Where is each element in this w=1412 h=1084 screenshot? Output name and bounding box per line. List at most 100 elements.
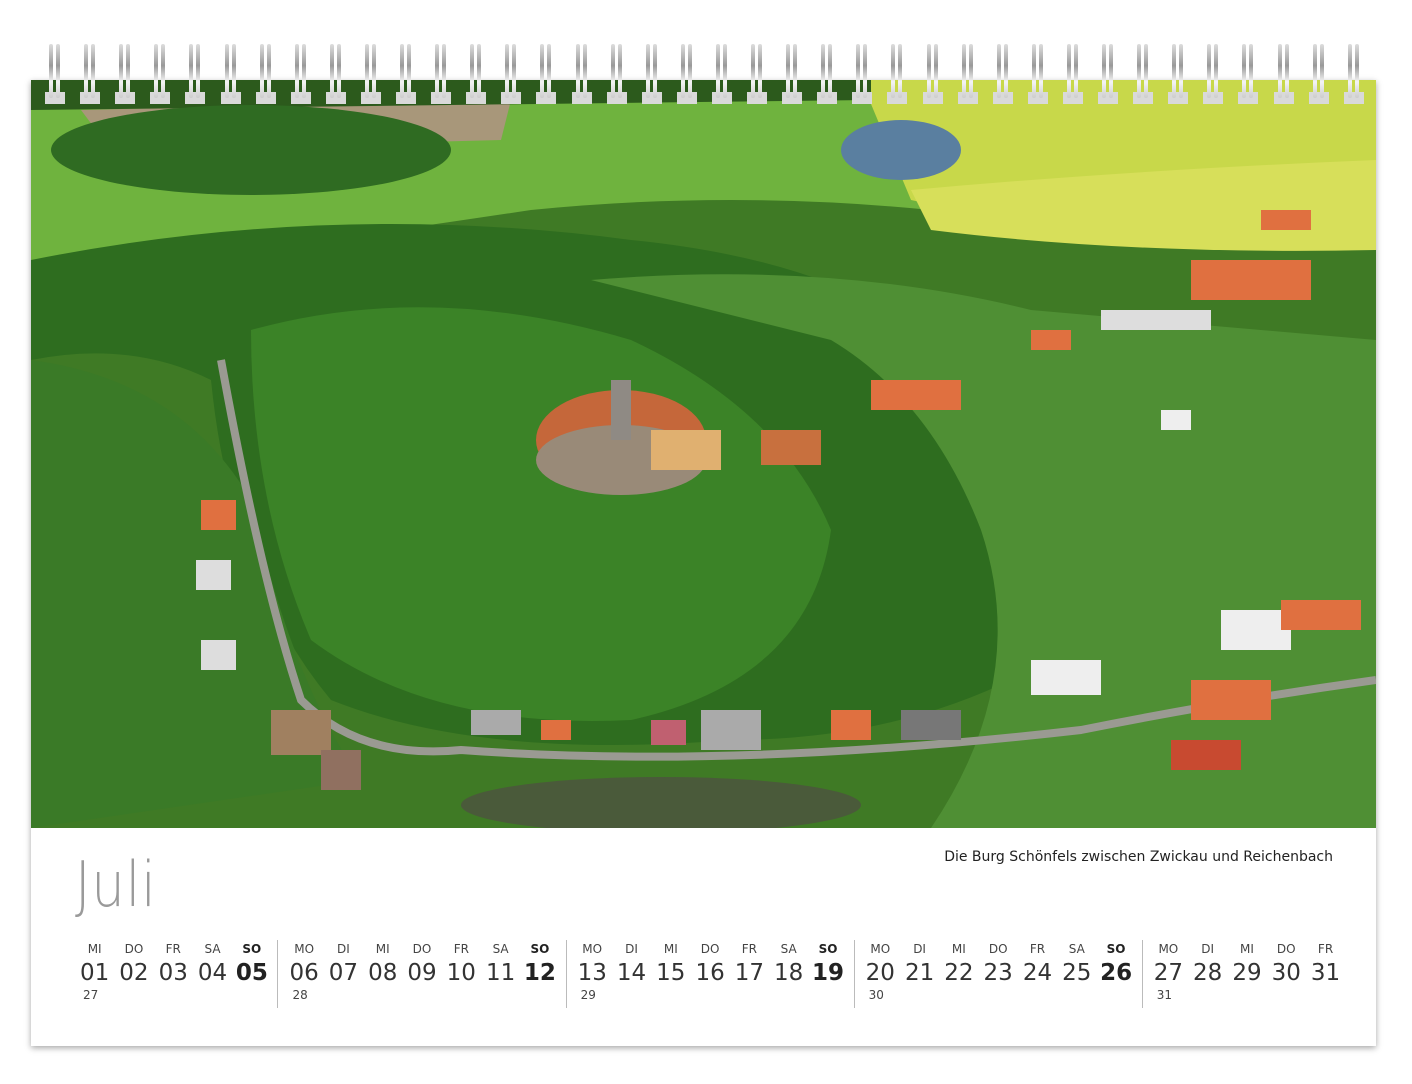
spiral-loop <box>852 44 873 104</box>
day-number: 08 <box>368 960 398 986</box>
spiral-loop <box>1133 44 1154 104</box>
spiral-loop <box>396 44 416 104</box>
calendar-day: FR 03 <box>154 940 193 988</box>
calendar-day: DO 09 <box>402 940 441 988</box>
spiral-loop <box>255 44 276 104</box>
weekday-label: DI <box>337 942 350 956</box>
day-number: 12 <box>523 960 556 986</box>
weekday-label: MI <box>375 942 390 956</box>
spiral-loop <box>536 44 557 104</box>
spiral-loop <box>571 44 592 104</box>
calendar-day: DO 16 <box>690 940 729 988</box>
weekday-label: MO <box>870 942 891 956</box>
day-number: 05 <box>235 960 268 986</box>
calendar-day: FR 10 <box>442 940 481 988</box>
weekday-label: MI <box>87 942 102 956</box>
month-title: Juli <box>75 848 157 921</box>
weekday-label: DO <box>700 942 720 956</box>
calendar-day: FR 17 <box>730 940 769 988</box>
calendar-day: DI 28 <box>1188 940 1227 988</box>
calendar-day: SA 11 <box>481 940 520 988</box>
spiral-loop <box>606 44 627 104</box>
spiral-loop <box>922 44 943 104</box>
week-number: 31 <box>1156 988 1172 1002</box>
day-number: 13 <box>577 960 607 986</box>
calendar-day: MO 06 <box>284 940 323 988</box>
weekday-label: MI <box>951 942 966 956</box>
day-number: 24 <box>1022 960 1053 986</box>
day-number: 20 <box>865 960 895 986</box>
weekday-label: SO <box>530 942 550 956</box>
day-number: 23 <box>983 960 1013 986</box>
week-number: 27 <box>83 988 99 1002</box>
spiral-loop <box>711 44 732 104</box>
calendar-day: SA 04 <box>193 940 232 988</box>
weekday-label: MO <box>1158 942 1179 956</box>
day-number: 07 <box>328 960 359 986</box>
weekday-label: FR <box>741 942 758 956</box>
calendar-day: MO 27 <box>1149 940 1188 988</box>
spiral-loop <box>641 44 662 104</box>
spiral-loop <box>115 44 136 104</box>
spiral-loop <box>501 44 522 104</box>
day-number: 11 <box>485 960 516 986</box>
calendar-day: MO 13 <box>573 940 612 988</box>
photo-caption: Die Burg Schönfels zwischen Zwickau und … <box>944 849 1333 865</box>
day-number: 01 <box>80 960 110 986</box>
day-number: 27 <box>1153 960 1183 986</box>
calendar-day: SO 19 <box>808 940 847 988</box>
calendar-day: FR 24 <box>1018 940 1057 988</box>
spiral-loop <box>290 44 311 104</box>
calendar-day: SA 25 <box>1057 940 1096 988</box>
weekday-label: SO <box>1106 942 1126 956</box>
week-number: 30 <box>868 988 884 1002</box>
day-number: 09 <box>407 960 437 986</box>
calendar-day: MI 08 <box>363 940 402 988</box>
day-number: 25 <box>1062 960 1092 986</box>
weekday-label: DI <box>1201 942 1215 956</box>
weekday-label: DO <box>1276 942 1296 956</box>
spiral-loop <box>676 44 697 104</box>
weekday-label: SA <box>1068 942 1085 956</box>
spiral-loop <box>747 44 767 104</box>
spiral-loop <box>1308 44 1329 104</box>
spiral-loop <box>150 44 171 104</box>
calendar-day: DI 21 <box>900 940 939 988</box>
weekday-label: FR <box>1029 942 1046 956</box>
day-number: 22 <box>944 960 974 986</box>
calendar-day: SO 12 <box>520 940 559 988</box>
day-number: 04 <box>197 960 228 986</box>
calendar-day: DI 14 <box>612 940 651 988</box>
weekday-label: MI <box>663 942 678 956</box>
weekday-label: FR <box>165 942 181 956</box>
calendar-day: MI 15 <box>651 940 690 988</box>
calendar-week: MO 27 DI 28 MI 29 DO 30 FR 31 31 <box>1143 940 1351 1008</box>
calendar-day: DO 23 <box>979 940 1018 988</box>
day-number: 02 <box>119 960 149 986</box>
calendar-day: DI 07 <box>324 940 363 988</box>
day-number: 26 <box>1100 960 1133 986</box>
aerial-photo-castle <box>31 80 1376 828</box>
calendar-page: Die Burg Schönfels zwischen Zwickau und … <box>31 80 1376 1046</box>
weekday-label: SO <box>818 942 838 956</box>
spiral-loop <box>1062 44 1083 104</box>
day-number: 16 <box>695 960 725 986</box>
spiral-loop <box>431 44 452 104</box>
weekday-label: FR <box>1317 942 1334 956</box>
spiral-loop <box>957 44 978 104</box>
weekday-label: FR <box>453 942 469 956</box>
spiral-loop <box>466 44 487 104</box>
day-number: 21 <box>904 960 935 986</box>
calendar-week: MI 01 DO 02 FR 03 SA 04 SO 05 27 <box>69 940 279 1008</box>
spiral-loop <box>80 44 101 104</box>
weekday-label: SA <box>780 942 797 956</box>
day-number: 31 <box>1310 960 1341 986</box>
day-number: 19 <box>811 960 844 986</box>
day-number: 15 <box>656 960 686 986</box>
spiral-loop <box>1343 44 1364 104</box>
spiral-loop <box>782 44 803 104</box>
day-number: 06 <box>289 960 319 986</box>
weekday-label: DO <box>412 942 432 956</box>
day-number: 30 <box>1271 960 1301 986</box>
weekday-label: MI <box>1240 942 1254 956</box>
